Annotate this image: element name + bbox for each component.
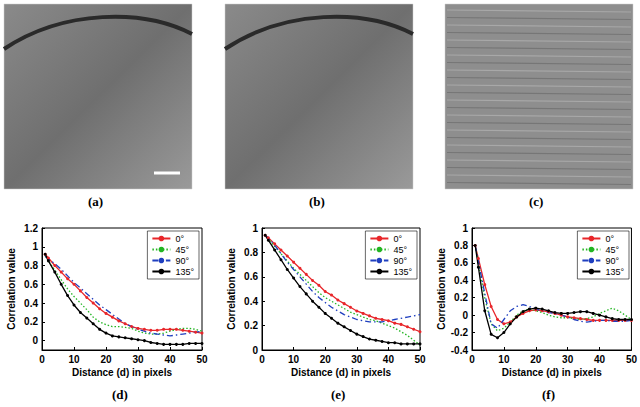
svg-text:30: 30 (562, 354, 574, 365)
svg-text:0.8: 0.8 (454, 240, 468, 251)
svg-text:(b): (b) (309, 194, 325, 209)
svg-text:Distance (d) in pixels: Distance (d) in pixels (72, 367, 172, 378)
svg-text:135°: 135° (605, 267, 624, 277)
svg-text:30: 30 (351, 354, 363, 365)
svg-text:0: 0 (252, 345, 258, 356)
svg-text:(d): (d) (112, 387, 128, 402)
svg-text:90°: 90° (175, 256, 189, 266)
svg-text:20: 20 (320, 354, 332, 365)
svg-text:0.2: 0.2 (244, 320, 258, 331)
svg-text:Correlation value: Correlation value (226, 248, 237, 330)
svg-text:(e): (e) (331, 387, 345, 402)
svg-text:0.8: 0.8 (244, 247, 258, 258)
svg-text:0°: 0° (175, 234, 184, 244)
svg-text:Correlation value: Correlation value (6, 248, 17, 330)
svg-text:45°: 45° (605, 245, 619, 255)
svg-text:50: 50 (196, 354, 208, 365)
svg-text:135°: 135° (175, 267, 194, 277)
svg-text:1: 1 (32, 241, 38, 252)
svg-text:30: 30 (132, 354, 144, 365)
svg-text:20: 20 (530, 354, 542, 365)
svg-text:0: 0 (462, 310, 468, 321)
svg-text:1: 1 (252, 223, 258, 234)
svg-text:45°: 45° (175, 245, 189, 255)
svg-text:10: 10 (288, 354, 300, 365)
svg-text:10: 10 (498, 354, 510, 365)
svg-text:20: 20 (100, 354, 112, 365)
svg-text:-0.2: -0.2 (451, 327, 469, 338)
svg-text:50: 50 (626, 354, 638, 365)
svg-text:0: 0 (39, 354, 45, 365)
svg-text:0: 0 (469, 354, 475, 365)
svg-text:90°: 90° (393, 256, 407, 266)
svg-text:45°: 45° (393, 245, 407, 255)
svg-text:1: 1 (462, 223, 468, 234)
svg-text:0.6: 0.6 (244, 271, 258, 282)
svg-text:(a): (a) (88, 194, 103, 209)
svg-text:10: 10 (68, 354, 80, 365)
svg-text:0.2: 0.2 (454, 292, 468, 303)
svg-text:135°: 135° (393, 267, 412, 277)
svg-text:50: 50 (414, 354, 426, 365)
svg-text:40: 40 (594, 354, 606, 365)
svg-text:0.6: 0.6 (454, 257, 468, 268)
svg-text:0.2: 0.2 (24, 316, 38, 327)
svg-text:40: 40 (383, 354, 395, 365)
svg-text:1.2: 1.2 (24, 223, 38, 234)
svg-text:0: 0 (32, 335, 38, 346)
svg-text:Distance (d) in pixels: Distance (d) in pixels (291, 367, 391, 378)
svg-text:0.4: 0.4 (244, 296, 258, 307)
svg-text:0°: 0° (605, 234, 614, 244)
svg-text:Correlation value: Correlation value (436, 248, 447, 330)
svg-text:0: 0 (259, 354, 265, 365)
svg-text:40: 40 (164, 354, 176, 365)
svg-text:0°: 0° (393, 234, 402, 244)
svg-text:(f): (f) (542, 387, 555, 402)
svg-text:0.6: 0.6 (24, 279, 38, 290)
svg-text:(c): (c) (529, 194, 543, 209)
svg-text:0.4: 0.4 (454, 275, 468, 286)
svg-text:90°: 90° (605, 256, 619, 266)
svg-text:-0.4: -0.4 (451, 345, 469, 356)
svg-text:0.8: 0.8 (24, 260, 38, 271)
svg-text:Distance (d) in pixels: Distance (d) in pixels (502, 367, 602, 378)
svg-text:0.4: 0.4 (24, 298, 38, 309)
